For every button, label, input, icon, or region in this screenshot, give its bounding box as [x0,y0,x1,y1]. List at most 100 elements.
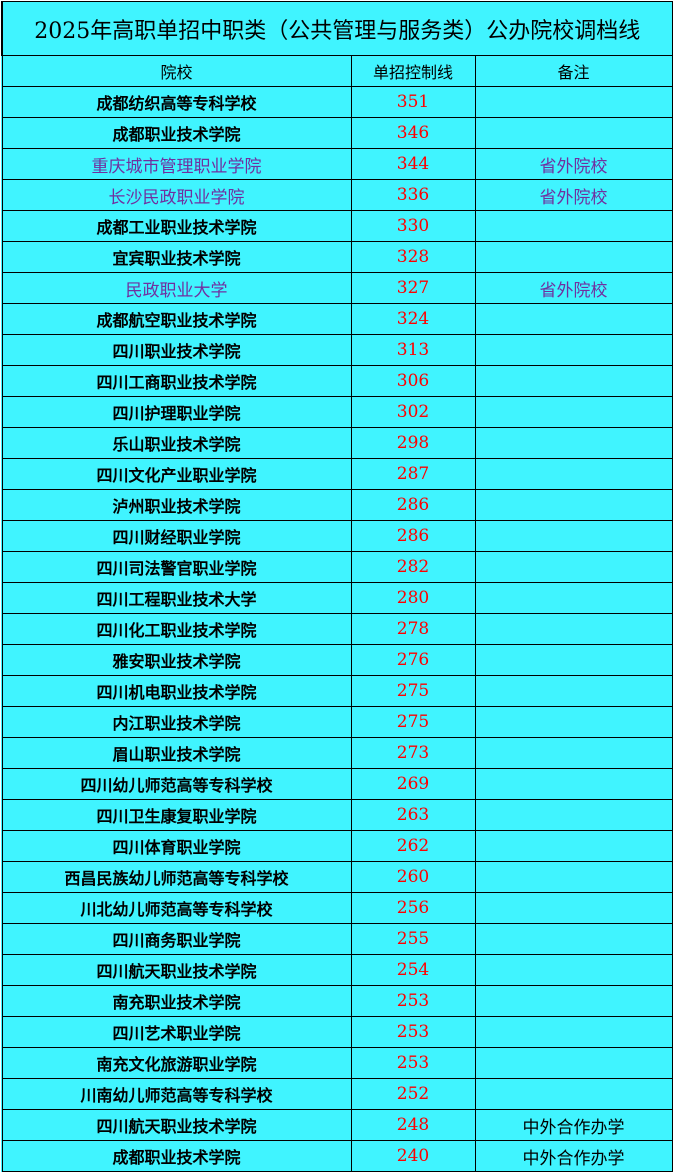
cutoff-score: 282 [350,551,476,583]
table-row: 川南幼儿师范高等专科学校 252 [1,1078,673,1110]
cutoff-score: 276 [350,644,476,676]
school-name: 四川商务职业学院 [1,923,352,955]
cutoff-score: 328 [350,241,476,273]
school-name: 南充职业技术学院 [1,985,352,1017]
table-row: 四川财经职业学院 286 [1,520,673,552]
table-row: 四川艺术职业学院 253 [1,1016,673,1048]
school-name: 成都职业技术学院 [1,117,352,149]
note [474,303,673,335]
cutoff-score: 313 [350,334,476,366]
table-row: 四川体育职业学院 262 [1,830,673,862]
cutoff-score: 263 [350,799,476,831]
note [474,458,673,490]
cutoff-score: 327 [350,272,476,304]
school-name: 四川护理职业学院 [1,396,352,428]
table-row: 西昌民族幼儿师范高等专科学校 260 [1,861,673,893]
school-name: 四川司法警官职业学院 [1,551,352,583]
note [474,923,673,955]
school-name: 四川机电职业技术学院 [1,675,352,707]
school-name: 成都职业技术学院 [1,1140,352,1172]
school-name: 泸州职业技术学院 [1,489,352,521]
header-note: 备注 [474,55,673,87]
table-row: 成都职业技术学院 346 [1,117,673,149]
note: 中外合作办学 [474,1140,673,1172]
cutoff-score: 298 [350,427,476,459]
table-row: 四川航天职业技术学院 254 [1,954,673,986]
school-name: 四川工商职业技术学院 [1,365,352,397]
note [474,334,673,366]
note [474,117,673,149]
note [474,737,673,769]
table-row: 四川职业技术学院 313 [1,334,673,366]
table-title: 2025年高职单招中职类（公共管理与服务类）公办院校调档线 [1,1,673,56]
table-row: 乐山职业技术学院 298 [1,427,673,459]
school-name: 四川航天职业技术学院 [1,954,352,986]
school-name: 四川航天职业技术学院 [1,1109,352,1141]
title-row: 2025年高职单招中职类（公共管理与服务类）公办院校调档线 [1,1,673,56]
cutoff-score: 240 [350,1140,476,1172]
note [474,365,673,397]
cutoff-score: 278 [350,613,476,645]
cutoff-score: 330 [350,210,476,242]
table-row: 四川商务职业学院 255 [1,923,673,955]
note [474,396,673,428]
table-row: 长沙民政职业学院 336 省外院校 [1,179,673,211]
school-name: 成都工业职业技术学院 [1,210,352,242]
table-row: 雅安职业技术学院 276 [1,644,673,676]
cutoff-score: 260 [350,861,476,893]
school-name: 成都航空职业技术学院 [1,303,352,335]
table-row: 成都纺织高等专科学校 351 [1,86,673,118]
note [474,1016,673,1048]
note [474,241,673,273]
table-row: 四川工商职业技术学院 306 [1,365,673,397]
school-name: 四川体育职业学院 [1,830,352,862]
note [474,551,673,583]
note [474,954,673,986]
note [474,799,673,831]
note [474,1078,673,1110]
cutoff-score: 324 [350,303,476,335]
table-row: 四川机电职业技术学院 275 [1,675,673,707]
cutoff-score: 344 [350,148,476,180]
school-name: 眉山职业技术学院 [1,737,352,769]
table-row: 民政职业大学 327 省外院校 [1,272,673,304]
cutoff-score: 248 [350,1109,476,1141]
school-name: 民政职业大学 [1,272,352,304]
cutoff-score: 253 [350,1016,476,1048]
note [474,613,673,645]
note: 中外合作办学 [474,1109,673,1141]
school-name: 宜宾职业技术学院 [1,241,352,273]
cutoff-score: 253 [350,1047,476,1079]
school-name: 四川卫生康复职业学院 [1,799,352,831]
note [474,706,673,738]
school-name: 雅安职业技术学院 [1,644,352,676]
cutoff-score: 254 [350,954,476,986]
note [474,985,673,1017]
table-row: 泸州职业技术学院 286 [1,489,673,521]
table-row: 重庆城市管理职业学院 344 省外院校 [1,148,673,180]
note [474,830,673,862]
table-row: 宜宾职业技术学院 328 [1,241,673,273]
cutoff-score: 262 [350,830,476,862]
table-row: 南充文化旅游职业学院 253 [1,1047,673,1079]
table-row: 内江职业技术学院 275 [1,706,673,738]
table-row: 四川航天职业技术学院 248 中外合作办学 [1,1109,673,1141]
table-row: 成都工业职业技术学院 330 [1,210,673,242]
school-name: 四川财经职业学院 [1,520,352,552]
note: 省外院校 [474,148,673,180]
cutoff-score: 253 [350,985,476,1017]
cutoff-score: 306 [350,365,476,397]
table-row: 四川化工职业技术学院 278 [1,613,673,645]
note: 省外院校 [474,179,673,211]
cutoff-score: 302 [350,396,476,428]
table-row: 四川司法警官职业学院 282 [1,551,673,583]
note [474,520,673,552]
cutoff-score: 255 [350,923,476,955]
note [474,427,673,459]
note [474,768,673,800]
school-name: 四川职业技术学院 [1,334,352,366]
cutoff-score: 275 [350,706,476,738]
school-name: 重庆城市管理职业学院 [1,148,352,180]
cutoff-score: 351 [350,86,476,118]
note [474,86,673,118]
